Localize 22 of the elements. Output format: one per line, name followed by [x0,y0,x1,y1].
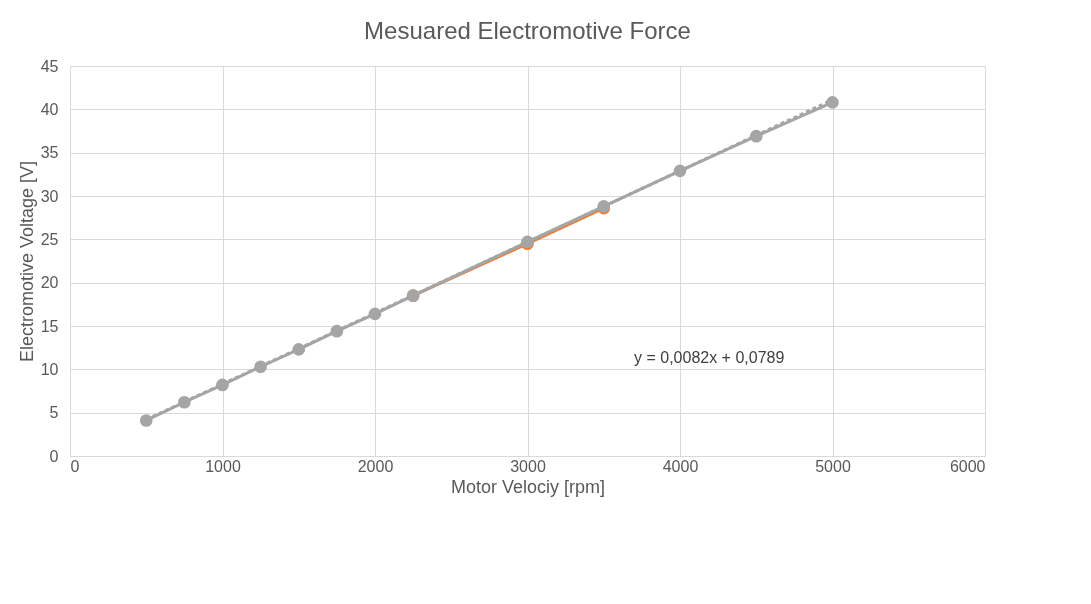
y-tick-label: 5 [49,404,59,422]
x-tick-label: 1000 [205,457,241,475]
x-tick-label: 6000 [949,457,986,475]
y-tick-label: 30 [40,187,59,205]
point [826,96,839,109]
x-tick-label: 2000 [357,457,394,475]
y-tick-label: 25 [40,230,59,248]
annotation: y = 0,0082x + 0,0789 [634,349,785,366]
y-tick-label: 35 [40,144,59,162]
y-tick-label: 20 [40,274,59,292]
x-tick-label: 5000 [815,457,851,475]
x-tick-label: 4000 [662,457,699,475]
point [139,414,153,427]
chart-title: Mesuared Electromotive Force [364,17,691,44]
y-tick-label: 15 [40,317,59,335]
y-axis-title: Electromotive Voltage [V] [16,160,37,363]
y-tick-label: 40 [40,100,59,118]
y-tick-label: 45 [40,57,59,75]
x-axis-title: Motor Velociy [rpm] [450,476,606,497]
x-tick-label: 0 [70,457,80,475]
x-tick-label: 3000 [510,457,546,475]
y-tick-label: 10 [40,360,59,378]
